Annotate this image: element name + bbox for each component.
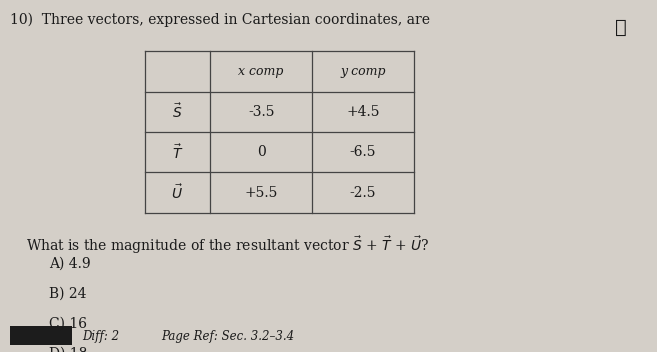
- Text: 10)  Three vectors, expressed in Cartesian coordinates, are: 10) Three vectors, expressed in Cartesia…: [10, 12, 430, 27]
- Text: +4.5: +4.5: [346, 105, 380, 119]
- Text: -3.5: -3.5: [248, 105, 275, 119]
- Text: C) 16: C) 16: [49, 317, 87, 331]
- Text: A) 4.9: A) 4.9: [49, 257, 91, 271]
- Text: 🤚: 🤚: [615, 18, 627, 37]
- Text: -2.5: -2.5: [350, 186, 376, 200]
- Text: B) 24: B) 24: [49, 287, 87, 301]
- Text: x comp: x comp: [238, 65, 284, 78]
- Text: $\vec{S}$: $\vec{S}$: [172, 102, 183, 121]
- Text: $\vec{U}$: $\vec{U}$: [171, 183, 183, 202]
- FancyBboxPatch shape: [10, 326, 72, 345]
- Text: Page Ref: Sec. 3.2–3.4: Page Ref: Sec. 3.2–3.4: [161, 330, 294, 342]
- Text: What is the magnitude of the resultant vector $\vec{S}$ + $\vec{T}$ + $\vec{U}$?: What is the magnitude of the resultant v…: [26, 234, 430, 256]
- Text: Diff: 2: Diff: 2: [82, 330, 120, 342]
- Text: 0: 0: [257, 145, 265, 159]
- Text: D) 18: D) 18: [49, 347, 87, 352]
- Text: $\vec{T}$: $\vec{T}$: [171, 143, 183, 162]
- Text: y comp: y comp: [340, 65, 386, 78]
- Text: -6.5: -6.5: [350, 145, 376, 159]
- Text: +5.5: +5.5: [244, 186, 278, 200]
